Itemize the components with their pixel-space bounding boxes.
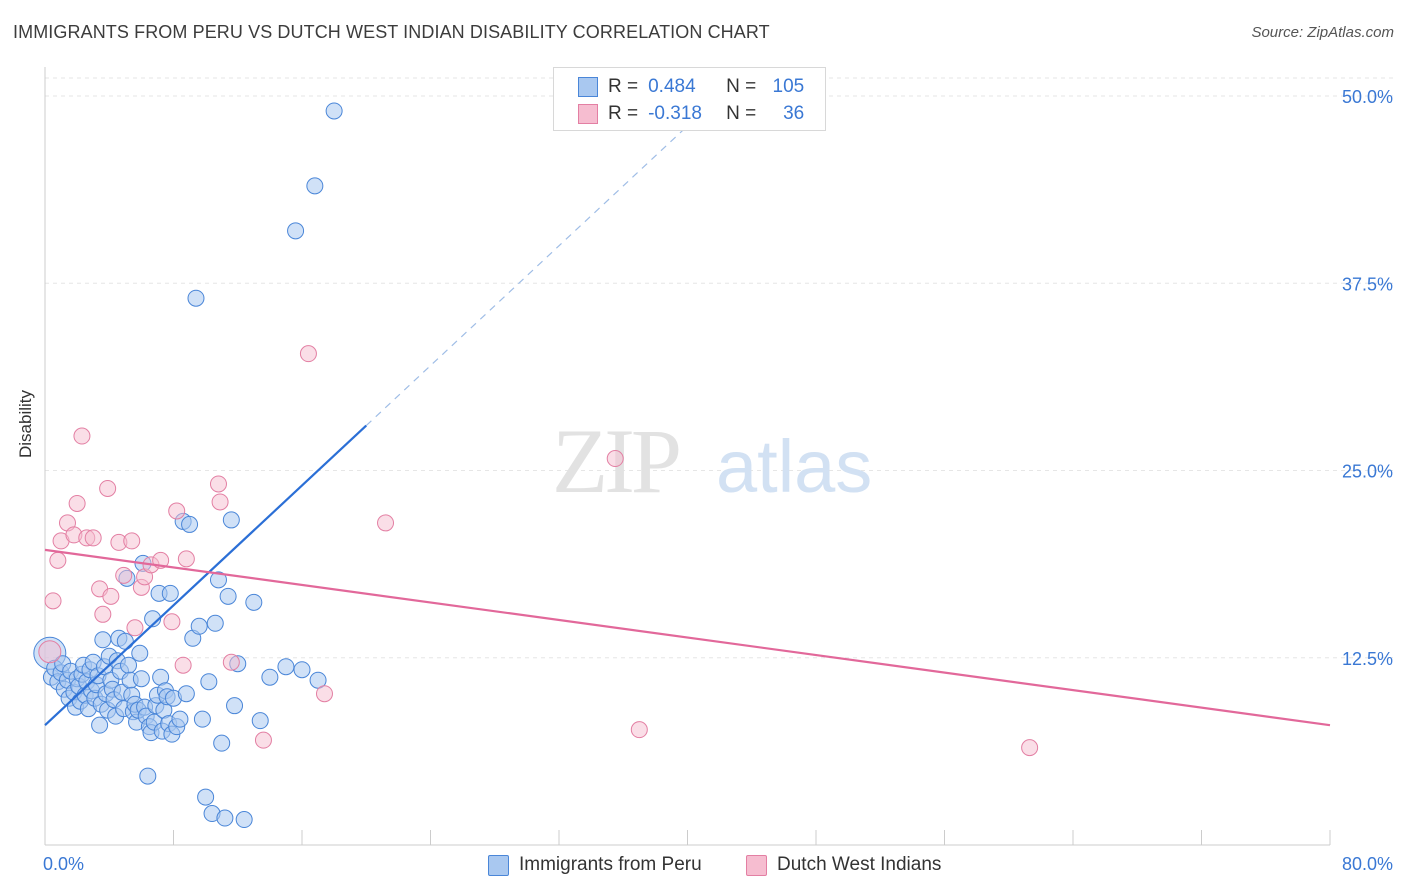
peru-point — [139, 767, 157, 785]
dutch-point — [377, 514, 395, 532]
peru-point — [181, 515, 199, 533]
dutch-point — [222, 653, 240, 671]
dutch-point — [1021, 739, 1039, 757]
legend-item-peru[interactable]: Immigrants from Peru — [488, 852, 702, 878]
peru-point — [251, 712, 269, 730]
watermark: ZIP atlas — [552, 410, 872, 512]
dutch-n-label: N = — [726, 103, 757, 124]
trend-lines — [44, 125, 1331, 727]
dutch-point — [68, 494, 86, 512]
peru-point — [222, 511, 240, 529]
dutch-point — [209, 475, 227, 493]
peru-point — [171, 710, 189, 728]
dutch-trend-line — [44, 548, 1331, 727]
watermark-atlas: atlas — [716, 425, 872, 508]
peru-point — [187, 289, 205, 307]
dutch-point — [606, 450, 624, 468]
legend-peru-swatch — [488, 854, 509, 876]
dutch-point — [44, 592, 62, 610]
dutch-point — [174, 656, 192, 674]
legend-peru-label: Immigrants from Peru — [519, 854, 702, 875]
dutch-point — [254, 731, 272, 749]
peru-point — [190, 617, 208, 635]
dutch-point — [211, 493, 229, 511]
legend-item-dutch[interactable]: Dutch West Indians — [746, 852, 941, 878]
dutch-point — [315, 685, 333, 703]
peru-swatch — [578, 77, 598, 97]
stats-row-dutch: R = -0.318 N = 36 — [578, 101, 804, 127]
dutch-point — [84, 529, 102, 547]
y-tick-label-0: 12.5% — [1342, 649, 1393, 669]
dutch-point — [73, 427, 91, 445]
peru-n-label: N = — [726, 76, 757, 97]
dutch-point — [99, 479, 117, 497]
peru-point — [91, 716, 109, 734]
source-credit: Source: ZipAtlas.com — [1251, 24, 1394, 41]
axes — [44, 67, 1331, 846]
y-tick-label-1: 25.0% — [1342, 462, 1393, 482]
dutch-point — [168, 502, 186, 520]
dutch-point — [94, 605, 112, 623]
peru-point — [177, 685, 195, 703]
dutch-point — [126, 619, 144, 637]
dutch-r-value: -0.318 — [648, 103, 702, 124]
dutch-point — [163, 613, 181, 631]
dutch-point — [49, 551, 67, 569]
series-dutch-points — [38, 345, 1039, 757]
peru-point — [293, 661, 311, 679]
peru-point — [94, 631, 112, 649]
series-peru-points — [33, 102, 343, 829]
peru-trend-extension — [365, 125, 688, 426]
chart-title: IMMIGRANTS FROM PERU VS DUTCH WEST INDIA… — [13, 22, 770, 42]
peru-point — [325, 102, 343, 120]
dutch-point — [102, 587, 120, 605]
dutch-point — [115, 566, 133, 584]
peru-point — [131, 644, 149, 662]
peru-point — [245, 593, 263, 611]
dutch-point — [38, 640, 62, 664]
grid-lines — [45, 77, 1395, 659]
peru-point — [132, 670, 150, 688]
peru-point — [235, 811, 253, 829]
dutch-point — [630, 721, 648, 739]
dutch-point — [177, 550, 195, 568]
peru-point — [200, 673, 218, 691]
dutch-n-value: 36 — [783, 103, 805, 124]
peru-point — [219, 587, 237, 605]
peru-r-label: R = — [608, 76, 639, 97]
peru-point — [193, 710, 211, 728]
dutch-point — [123, 532, 141, 550]
peru-point — [209, 571, 227, 589]
peru-point — [197, 788, 215, 806]
peru-point — [206, 614, 224, 632]
peru-point — [116, 632, 134, 650]
peru-point — [306, 177, 324, 195]
peru-n-value: 105 — [772, 76, 805, 97]
peru-point — [226, 697, 244, 715]
peru-r-value: 0.484 — [648, 76, 696, 97]
legend-dutch-swatch — [746, 854, 767, 876]
dutch-swatch — [578, 104, 598, 124]
peru-point — [277, 658, 295, 676]
dutch-r-label: R = — [608, 103, 639, 124]
legend-dutch-label: Dutch West Indians — [777, 854, 942, 875]
stats-box: R = 0.484 N = 105 R = -0.318 N = 36 — [553, 67, 826, 131]
peru-point — [287, 222, 305, 240]
x-tick-label-max: 80.0% — [1342, 854, 1393, 874]
peru-point — [216, 809, 234, 827]
tick-labels: 12.5% 25.0% 37.5% 50.0% 0.0% 80.0% — [43, 87, 1393, 874]
peru-trend-line — [44, 424, 368, 726]
dutch-point — [299, 345, 317, 363]
peru-point — [213, 734, 231, 752]
y-tick-label-2: 37.5% — [1342, 274, 1393, 294]
y-axis-label: Disability — [16, 389, 35, 458]
x-tick-label-min: 0.0% — [43, 854, 84, 874]
peru-point — [261, 668, 279, 686]
peru-point — [120, 656, 138, 674]
stats-row-peru: R = 0.484 N = 105 — [578, 74, 804, 100]
peru-point — [161, 584, 179, 602]
y-tick-label-3: 50.0% — [1342, 87, 1393, 107]
